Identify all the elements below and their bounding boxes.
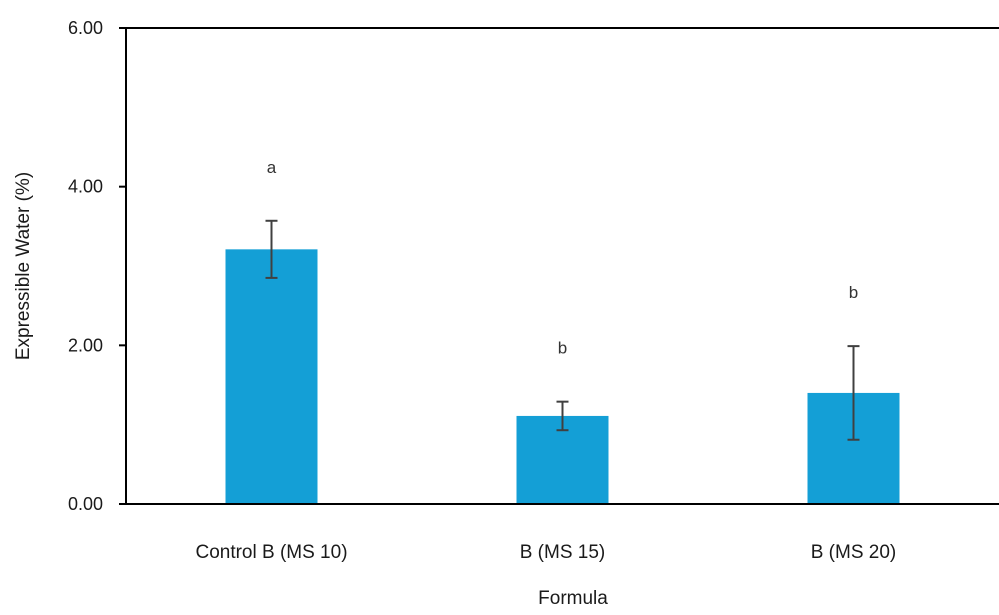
significance-label-3: b — [849, 283, 858, 302]
y-axis-title: Expressible Water (%) — [13, 172, 34, 360]
error-bar-2 — [556, 400, 569, 432]
y-tick-label-2: 2.00 — [68, 335, 103, 355]
y-tick-label-4: 6.00 — [68, 18, 103, 38]
bar-1 — [225, 249, 318, 504]
plot-area: a b b — [225, 158, 900, 504]
axes: Control B (MS 10) B (MS 15) B (MS 20) 0.00 2… — [68, 18, 999, 563]
y-tick-label-1: 0.00 — [68, 494, 103, 514]
significance-label-1: a — [267, 158, 277, 177]
y-tick-label-3: 4.00 — [68, 177, 103, 197]
error-bar-3 — [847, 345, 860, 441]
error-bar-1 — [265, 219, 278, 279]
significance-label-2: b — [558, 339, 567, 358]
x-tick-label-1: Control B (MS 10) — [195, 542, 347, 563]
x-tick-label-2: B (MS 15) — [520, 542, 606, 563]
x-axis-title: Formula — [538, 588, 608, 609]
x-tick-label-3: B (MS 20) — [811, 542, 897, 563]
